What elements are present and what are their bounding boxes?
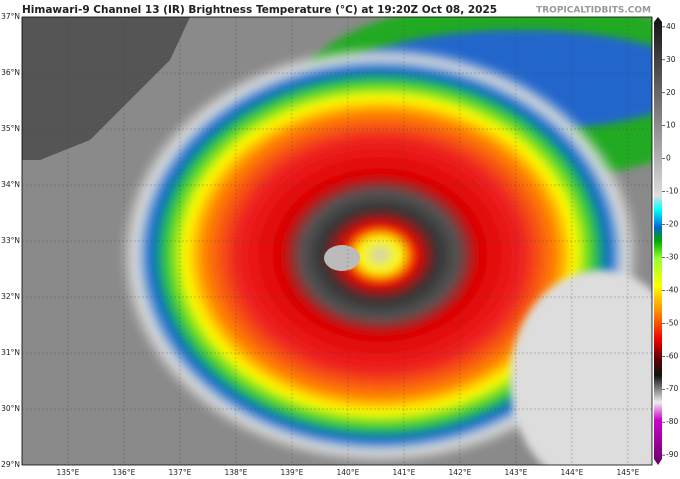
lon-label: 135°E [57,468,80,477]
lon-label: 140°E [337,468,360,477]
lat-label: 37°N [1,12,20,21]
colorbar-label: -10 [666,187,678,196]
colorbar-label: 0 [666,154,671,163]
colorbar-label: -50 [666,318,678,327]
lon-label: 137°E [169,468,192,477]
colorbar-label: -60 [666,351,678,360]
lon-label: 144°E [561,468,584,477]
lon-label: 143°E [505,468,528,477]
lat-label: 29°N [1,460,20,469]
lat-label: 30°N [1,404,20,413]
lat-label: 35°N [1,124,20,133]
lat-label: 31°N [1,348,20,357]
lat-label: 36°N [1,68,20,77]
colorbar-label: -20 [666,220,678,229]
lon-label: 142°E [449,468,472,477]
colorbar-label: 30 [666,55,676,64]
colorbar-label: -80 [666,417,678,426]
credit: TROPICALTIDBITS.COM [536,6,651,16]
lon-label: 141°E [393,468,416,477]
lon-label: 139°E [281,468,304,477]
colorbar-label: -30 [666,252,678,261]
colorbar-label: 20 [666,88,676,97]
lon-label: 138°E [225,468,248,477]
colorbar-label: 40 [666,22,676,31]
colorbar-label: -90 [666,450,678,459]
colorbar [654,17,662,465]
colorbar-label: -40 [666,285,678,294]
lon-label: 145°E [617,468,640,477]
colorbar-label: -70 [666,384,678,393]
satellite-image [22,17,652,465]
lon-label: 136°E [113,468,136,477]
lat-label: 33°N [1,236,20,245]
lat-label: 32°N [1,292,20,301]
lat-label: 34°N [1,180,20,189]
colorbar-label: 10 [666,121,676,130]
title: Himawari-9 Channel 13 (IR) Brightness Te… [22,4,497,16]
